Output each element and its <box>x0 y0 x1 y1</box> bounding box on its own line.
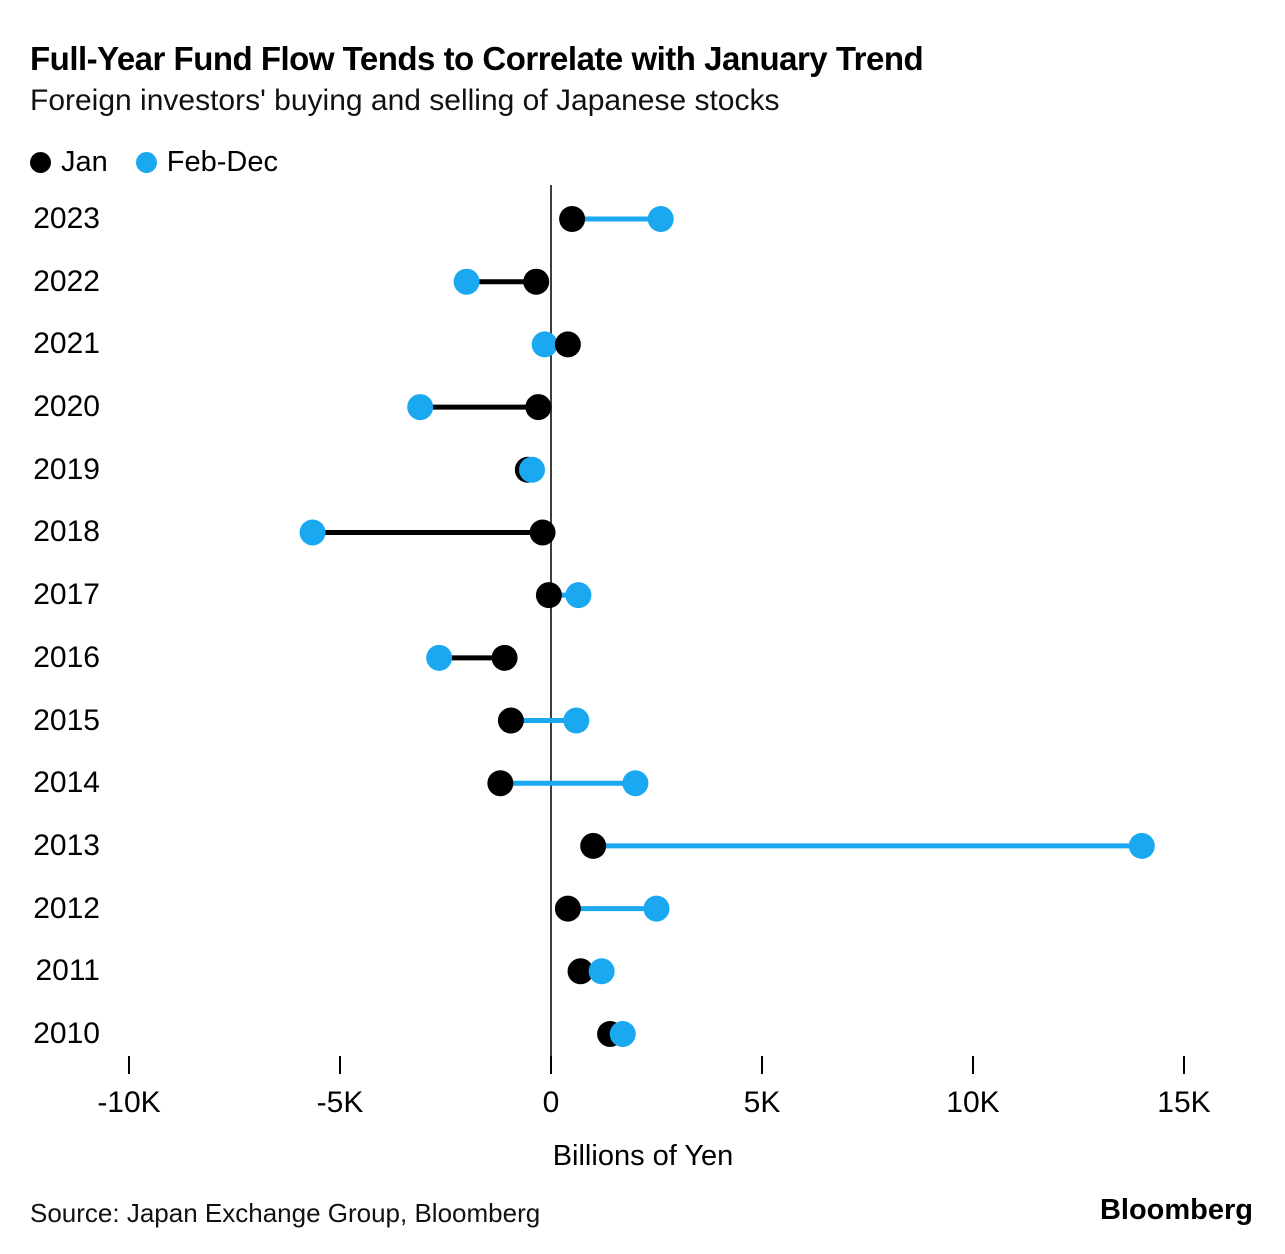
legend-item-jan: Jan <box>30 146 108 179</box>
year-label-2010: 2010 <box>33 1016 100 1050</box>
year-label-2017: 2017 <box>33 578 100 612</box>
year-label-2014: 2014 <box>33 766 100 800</box>
feb-dec-dot-2015 <box>563 707 590 734</box>
jan-dot-2012 <box>554 895 581 922</box>
feb-dec-dot-2019 <box>519 456 546 483</box>
feb-dec-dot-2023 <box>647 206 674 232</box>
feb-dec-dot-2016 <box>426 644 453 671</box>
feb-dec-dot-2012 <box>643 895 670 922</box>
feb-dec-dot-2018 <box>299 519 326 546</box>
year-label-2013: 2013 <box>33 828 100 862</box>
year-label-2019: 2019 <box>33 452 100 486</box>
chart-canvas <box>128 185 1185 1074</box>
jan-dot-2011 <box>567 958 594 985</box>
year-label-2016: 2016 <box>33 640 100 674</box>
jan-dot-2018 <box>529 519 556 546</box>
year-label-2021: 2021 <box>33 327 100 361</box>
year-label-2012: 2012 <box>33 891 100 925</box>
feb-dec-dot-2021 <box>531 331 558 358</box>
x-tick-label-0: 0 <box>542 1086 560 1119</box>
year-label-2020: 2020 <box>33 390 100 424</box>
chart-title: Full-Year Fund Flow Tends to Correlate w… <box>30 40 924 77</box>
feb-dec-dot-2020 <box>407 394 434 421</box>
x-axis-title: Billions of Yen <box>552 1140 734 1172</box>
jan-dot-2013 <box>580 832 607 859</box>
legend-label-feb-dec: Feb-Dec <box>166 146 278 178</box>
year-label-2018: 2018 <box>33 515 100 549</box>
x-tick-label-5K: 5K <box>743 1086 781 1119</box>
legend-label-jan: Jan <box>61 146 108 178</box>
jan-dot-2017 <box>535 582 562 609</box>
x-tick-label--10K: -10K <box>97 1086 161 1119</box>
bloomberg-logo: Bloomberg <box>1099 1194 1253 1226</box>
year-label-2011: 2011 <box>35 954 100 988</box>
feb-dec-dot-2022 <box>453 268 480 295</box>
jan-dot-2015 <box>497 707 524 734</box>
feb-dec-dot-2010 <box>609 1020 636 1047</box>
jan-dot-2023 <box>559 206 586 232</box>
chart-subtitle: Foreign investors' buying and selling of… <box>30 84 780 117</box>
year-label-2022: 2022 <box>33 264 100 298</box>
x-tick-label--5K: -5K <box>316 1086 364 1119</box>
legend-item-feb-dec: Feb-Dec <box>135 146 278 179</box>
jan-legend-dot-icon <box>30 152 51 173</box>
feb-dec-dot-2017 <box>565 582 592 609</box>
feb-dec-dot-2013 <box>1128 832 1155 859</box>
jan-dot-2022 <box>523 268 550 295</box>
year-label-2015: 2015 <box>33 703 100 737</box>
feb-dec-dot-2014 <box>622 770 649 797</box>
chart-legend: Jan Feb-Dec <box>30 146 278 179</box>
jan-dot-2020 <box>525 394 552 421</box>
source-credit: Source: Japan Exchange Group, Bloomberg <box>30 1198 541 1228</box>
jan-dot-2021 <box>554 331 581 358</box>
x-tick-label-15K: 15K <box>1157 1086 1211 1119</box>
jan-dot-2014 <box>487 770 514 797</box>
feb-dec-legend-dot-icon <box>135 152 157 173</box>
year-label-2023: 2023 <box>33 202 100 235</box>
jan-dot-2016 <box>491 644 518 671</box>
x-tick-label-10K: 10K <box>946 1086 1000 1119</box>
feb-dec-dot-2011 <box>588 958 615 985</box>
